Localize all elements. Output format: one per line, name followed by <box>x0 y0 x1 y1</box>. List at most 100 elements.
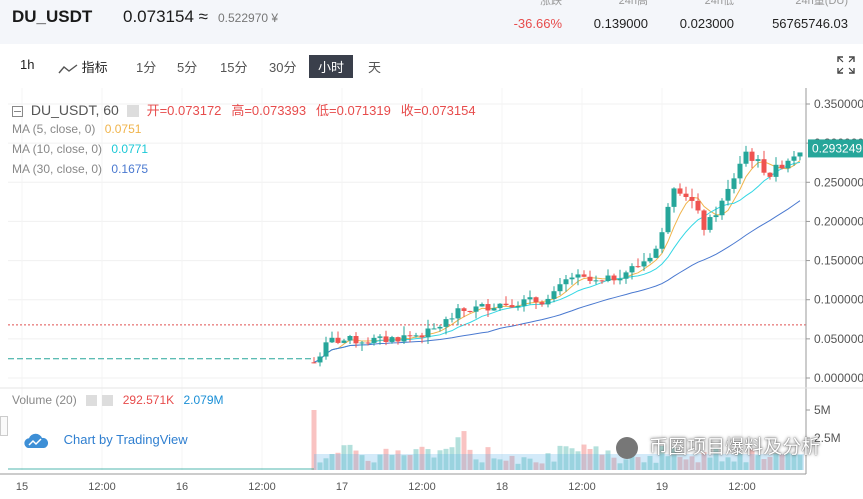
candle-body <box>335 337 341 343</box>
volume-bar <box>449 447 455 470</box>
volume-bar <box>401 455 407 470</box>
volume-bar <box>515 463 521 470</box>
market-header: DU_USDT 0.073154 ≈ 0.522970 ¥ 涨跌 -36.66%… <box>0 0 863 44</box>
candle-body <box>797 152 803 157</box>
tradingview-branding[interactable]: Chart by TradingView <box>22 432 188 450</box>
interval-5m[interactable]: 5分 <box>177 60 198 75</box>
volume-bar <box>383 448 389 470</box>
volume-bar <box>329 454 335 470</box>
high-value: 高=0.073393 <box>231 103 307 118</box>
fullscreen-icon[interactable] <box>837 56 855 74</box>
last-price-label: 0.293249 <box>812 141 862 155</box>
volume-bar <box>707 457 713 470</box>
low-value: 低=0.071319 <box>316 103 391 118</box>
candle-body <box>551 291 557 299</box>
candle-body <box>467 310 473 312</box>
volume-baseline <box>8 468 314 470</box>
volume-bar <box>563 446 569 470</box>
x-tick-label: 18 <box>496 481 508 493</box>
candle-body <box>383 336 389 342</box>
candle-body <box>665 206 671 233</box>
interval-30m[interactable]: 30分 <box>269 60 297 75</box>
interval-current[interactable]: 1h <box>20 57 35 72</box>
indicator-button[interactable]: 指标 <box>58 57 108 76</box>
volume-bar <box>395 450 401 470</box>
collapse-legend-icon[interactable] <box>12 105 23 117</box>
candle-body <box>719 200 725 216</box>
volume-bar <box>791 454 797 470</box>
volume-bar <box>695 462 701 470</box>
volume-bar <box>317 462 323 470</box>
volume-bar <box>629 452 635 470</box>
volume-bar <box>683 459 689 470</box>
close-value: 收=0.073154 <box>400 103 476 118</box>
volume-bar <box>647 455 653 470</box>
volume-bar <box>467 449 473 470</box>
open-value: 开=0.073172 <box>146 103 222 118</box>
ma10-legend: MA (10, close, 0) 0.0771 <box>12 142 149 156</box>
volume-bar <box>743 462 749 470</box>
candle-body <box>557 284 563 292</box>
candle-body <box>503 303 509 306</box>
scroll-handle[interactable] <box>0 416 8 436</box>
last-price-tag <box>808 139 863 158</box>
y-tick-label: 0.000000 <box>814 371 863 385</box>
candle-body <box>767 172 773 177</box>
candle-body <box>779 164 785 169</box>
price-chart[interactable]: 0.3500000.3000000.2500000.2000000.150000… <box>0 88 863 494</box>
volume-bar <box>587 448 593 470</box>
candle-body <box>329 337 335 343</box>
volume-bar <box>725 457 731 470</box>
volume-bar <box>605 450 611 470</box>
candle-body <box>539 302 545 305</box>
volume-bar <box>341 445 347 470</box>
interval-1m[interactable]: 1分 <box>136 60 157 75</box>
candle-body <box>323 342 329 357</box>
candle-body <box>791 156 797 161</box>
candle-body <box>485 304 491 311</box>
candle-body <box>713 215 719 218</box>
ma5-line <box>313 160 801 363</box>
volume-settings-icon[interactable] <box>86 395 98 407</box>
chart-area[interactable]: 0.3500000.3000000.2500000.2000000.150000… <box>0 88 863 494</box>
candle-body <box>521 299 527 306</box>
candle-body <box>491 308 497 311</box>
volume-bar <box>413 449 419 470</box>
pair-name: DU_USDT <box>12 7 93 26</box>
candle-body <box>509 305 515 308</box>
volume-bar <box>617 463 623 470</box>
volume-bar <box>407 454 413 470</box>
volume-bar <box>593 446 599 470</box>
candle-body <box>425 328 431 338</box>
volume-bar <box>719 461 725 470</box>
candle-body <box>461 308 467 311</box>
volume-bar <box>785 452 791 470</box>
volume-bar <box>545 453 551 470</box>
volume-bar <box>713 448 719 470</box>
volume-bar <box>623 459 629 470</box>
interval-hour[interactable]: 小时 <box>309 55 354 78</box>
interval-15m[interactable]: 15分 <box>220 60 248 75</box>
candle-body <box>671 188 677 207</box>
interval-day[interactable]: 天 <box>368 60 382 75</box>
volume-bar <box>371 462 377 470</box>
chart-legend-main: DU_USDT, 60 开=0.073172 高=0.073393 低=0.07… <box>12 100 476 119</box>
volume-bar <box>335 452 341 470</box>
volume-bar <box>641 462 647 470</box>
volume-legend: Volume (20) 292.571K 2.079M <box>12 393 224 407</box>
volume-bar <box>353 450 359 470</box>
volume-bar <box>473 459 479 470</box>
volume-bar <box>701 452 707 470</box>
volume-bar <box>521 457 527 470</box>
y-tick-label: 0.200000 <box>814 214 863 228</box>
volume-bar <box>389 454 395 470</box>
volume-bar <box>557 445 563 470</box>
volume-close-icon[interactable] <box>102 395 114 407</box>
volume-bar <box>569 448 575 470</box>
volume-bar <box>539 463 545 470</box>
candle-body <box>587 276 593 281</box>
candle-body <box>371 337 377 343</box>
volume-bar <box>767 457 773 470</box>
volume-bar <box>455 437 461 470</box>
settings-icon[interactable] <box>126 105 139 118</box>
